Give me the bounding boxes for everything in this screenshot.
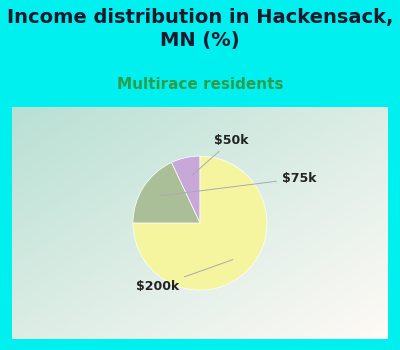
Text: $200k: $200k [136, 260, 233, 293]
Text: Income distribution in Hackensack,
MN (%): Income distribution in Hackensack, MN (%… [7, 8, 393, 50]
Wedge shape [133, 162, 200, 223]
Text: Multirace residents: Multirace residents [117, 77, 283, 92]
Text: $75k: $75k [160, 172, 316, 196]
Wedge shape [133, 156, 267, 290]
Wedge shape [172, 156, 200, 223]
Text: $50k: $50k [192, 134, 249, 175]
